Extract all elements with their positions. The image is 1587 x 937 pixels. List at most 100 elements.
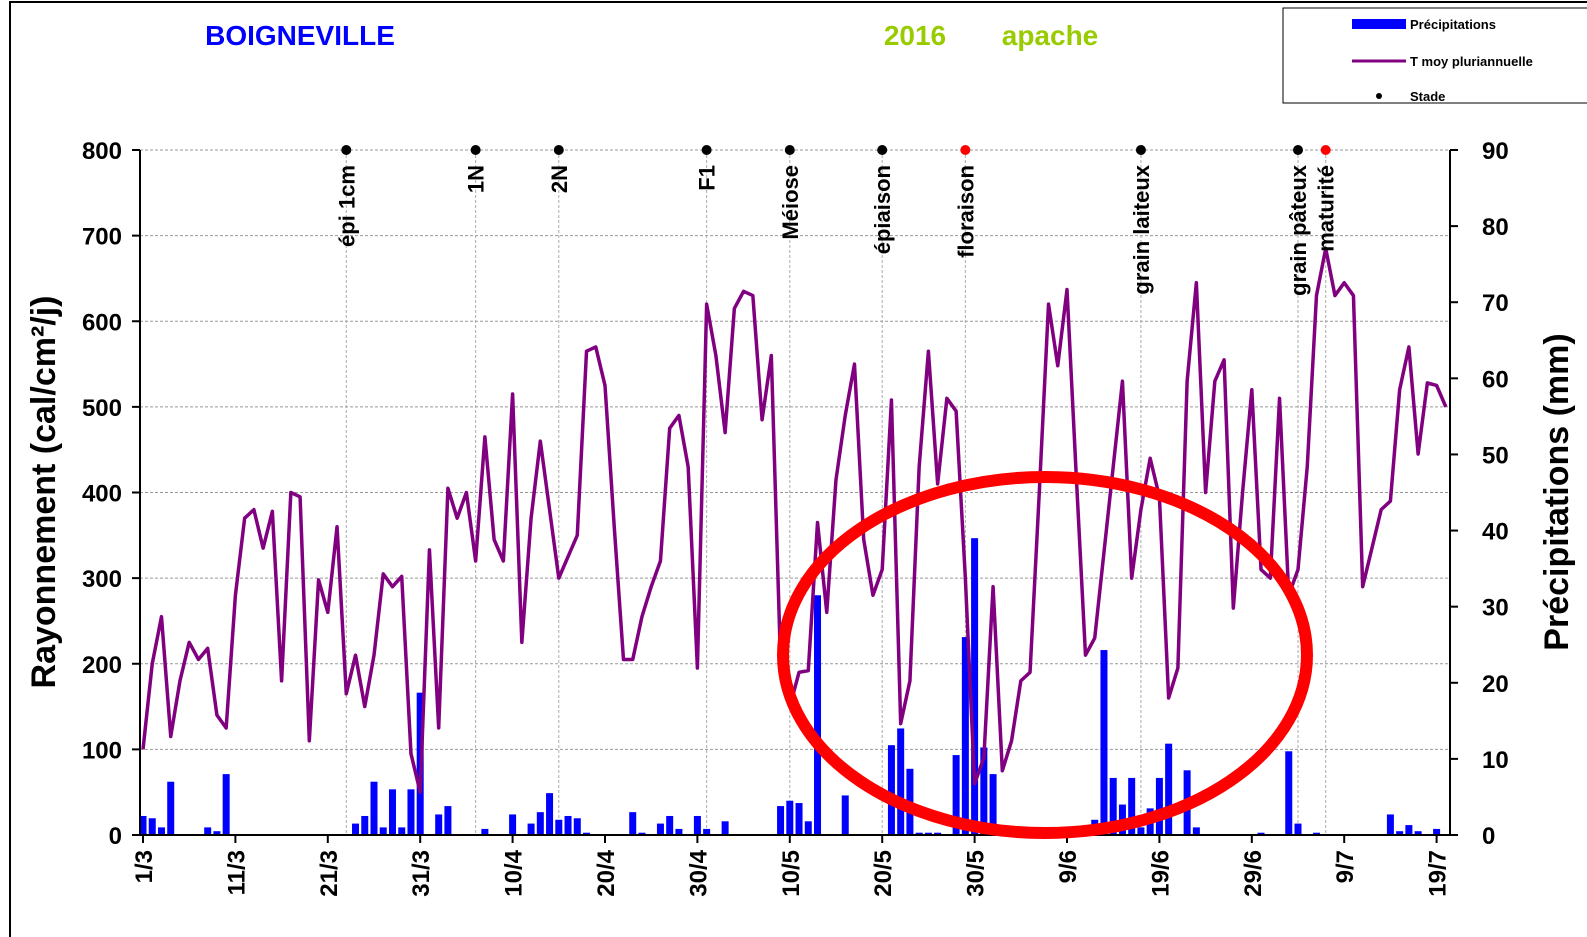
bar [629,812,637,835]
legend-label: Stade [1410,89,1445,104]
y-tick-label: 100 [82,737,122,764]
bar [379,827,387,835]
x-tick-label: 29/6 [1240,850,1267,897]
y-axis-label: Rayonnement (cal/cm²/j) [25,296,63,689]
legend-box [1282,7,1587,104]
x-tick-label: 21/3 [316,850,343,897]
stage-label: grain pâteux [1286,164,1311,296]
stage-marker [784,145,795,155]
x-tick-label: 11/3 [223,850,250,895]
legend-swatch [1352,19,1406,29]
bar [536,812,544,835]
bar [583,832,591,835]
bar [564,815,572,835]
x-tick-label: 9/6 [1055,850,1082,883]
stage-label: 2N [547,165,572,193]
bar [777,806,785,835]
stage-label: épiaison [870,165,895,254]
bar [721,821,729,835]
bar [444,806,452,835]
stage-marker [1135,145,1146,155]
x-tick-label: 20/4 [593,849,620,896]
bar [1405,825,1413,835]
bar [157,827,165,835]
bar [1137,827,1145,835]
bar [915,832,923,835]
bar [1128,777,1136,835]
bar [666,815,674,835]
stage-label: grain laiteux [1129,164,1154,294]
y2-tick-label: 20 [1482,671,1509,698]
bar [370,781,378,835]
bar [361,815,369,835]
legend-label: Précipitations [1410,17,1496,32]
bar [1100,650,1108,835]
bar [398,827,406,835]
stage-label: F1 [695,165,720,191]
bar [1109,777,1117,835]
bar [703,828,711,835]
bar [897,728,905,835]
bar [841,795,849,835]
bar [388,789,396,835]
bar [546,793,554,835]
bar [481,828,489,835]
y2-tick-label: 30 [1482,595,1509,622]
stage-label: floraison [953,165,978,258]
bar [1414,831,1422,835]
y2-tick-label: 50 [1482,442,1509,469]
stage-marker [553,145,564,155]
y-tick-label: 400 [82,481,122,508]
y2-tick-label: 70 [1482,290,1509,317]
bar [1312,832,1320,835]
stage-label: épi 1cm [334,165,359,247]
y2-tick-label: 60 [1482,366,1509,393]
bar [961,637,969,835]
bar [887,745,895,835]
bar [1433,828,1441,835]
bar [638,832,646,835]
bar [1155,777,1163,835]
y2-tick-label: 0 [1482,823,1495,850]
bar [435,814,443,835]
stage-marker [470,145,481,155]
bar [1257,832,1265,835]
x-tick-label: 1/3 [131,850,158,883]
stage-marker [1320,145,1331,155]
legend-swatch [1376,93,1382,99]
bar [204,827,212,835]
bar [352,823,360,835]
bar [1386,814,1394,835]
y-tick-label: 300 [82,566,122,593]
x-tick-label: 19/6 [1147,850,1174,897]
bar [509,814,517,835]
subtitle: 2016 [884,20,946,51]
chart-title: BOIGNEVILLE [205,20,395,51]
bar [693,815,701,835]
x-tick-label: 20/5 [870,850,897,897]
y-tick-label: 700 [82,224,122,251]
bar [555,819,563,835]
bar [167,781,175,835]
y-tick-label: 500 [82,395,122,422]
bar [934,832,942,835]
bar [139,815,147,835]
bar [971,538,979,835]
bar [407,789,415,835]
bar [989,774,997,835]
bar [980,747,988,835]
bar [222,774,230,835]
bar [1294,823,1302,835]
y2-tick-label: 80 [1482,214,1509,241]
stage-marker [701,145,712,155]
line [141,246,1448,794]
bar [675,828,683,835]
bar [952,755,960,835]
bar [527,823,535,835]
bar [213,831,221,835]
bar [804,821,812,835]
y2-tick-label: 90 [1482,138,1509,165]
y-tick-label: 800 [82,138,122,165]
